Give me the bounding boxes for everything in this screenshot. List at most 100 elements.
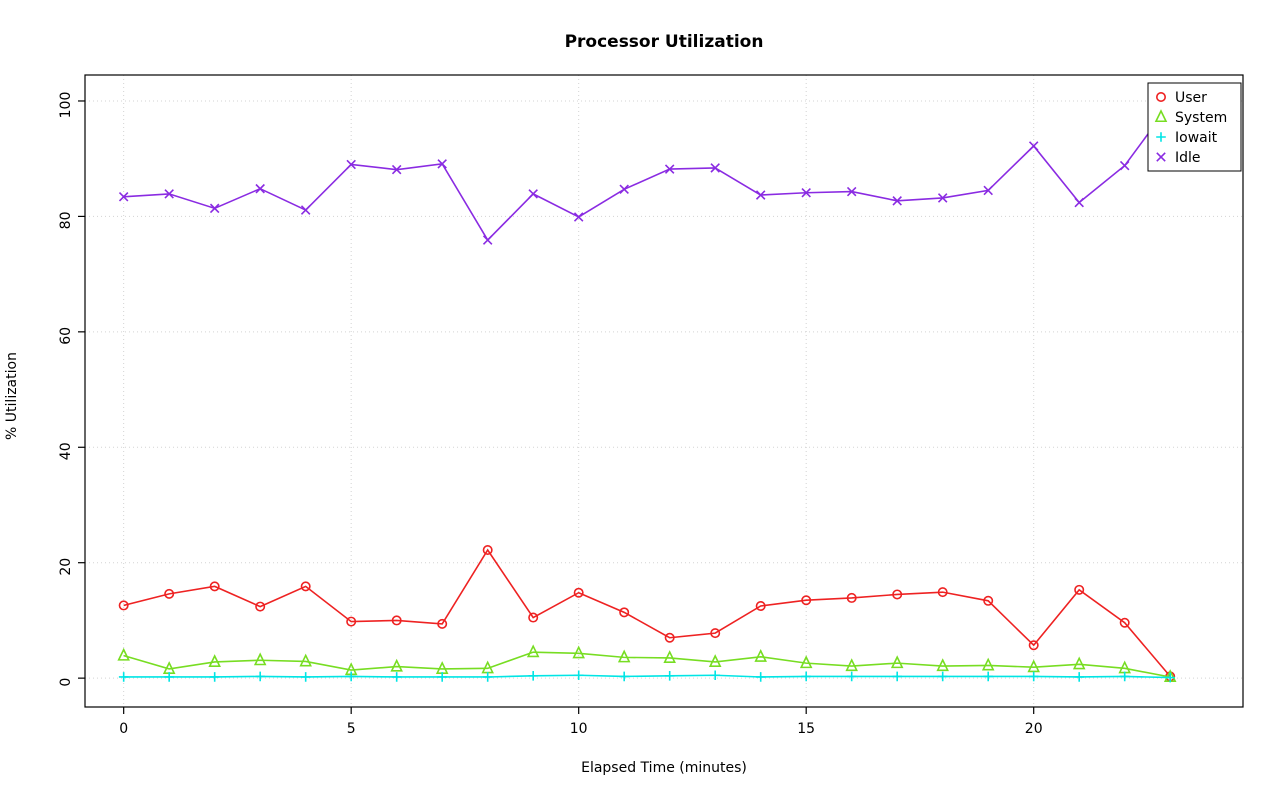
series-line bbox=[123, 651, 1171, 678]
data-point-marker bbox=[346, 671, 356, 682]
data-point-marker bbox=[573, 670, 584, 681]
data-point-marker bbox=[1028, 671, 1039, 682]
data-point-marker bbox=[255, 183, 265, 194]
data-point-marker bbox=[255, 601, 266, 612]
data-point-marker bbox=[755, 190, 766, 200]
data-point-marker bbox=[1165, 672, 1175, 683]
data-point-marker bbox=[892, 671, 902, 682]
data-point-marker bbox=[482, 672, 493, 682]
series-user bbox=[118, 545, 1176, 682]
data-point-marker bbox=[1028, 141, 1039, 151]
data-point-marker bbox=[437, 159, 447, 169]
data-point-marker bbox=[1074, 584, 1085, 595]
data-point-marker bbox=[164, 672, 174, 682]
x-tick-label: 0 bbox=[119, 721, 128, 737]
data-point-marker bbox=[1156, 152, 1166, 162]
y-tick-label: 0 bbox=[58, 678, 74, 687]
data-point-marker bbox=[846, 671, 857, 682]
data-point-marker bbox=[892, 589, 903, 600]
data-point-marker bbox=[1028, 640, 1039, 651]
data-point-marker bbox=[1074, 197, 1084, 208]
data-point-marker bbox=[890, 655, 904, 669]
axis-ticks: 0 5 10 15 20 0 20 40 60 80 100 bbox=[58, 92, 1043, 737]
data-point-marker bbox=[983, 595, 994, 606]
data-point-marker bbox=[846, 186, 857, 197]
data-point-marker bbox=[437, 672, 447, 682]
series-line bbox=[123, 674, 1171, 679]
data-point-marker bbox=[300, 672, 311, 682]
data-point-marker bbox=[937, 587, 948, 598]
data-point-marker bbox=[664, 164, 675, 174]
data-point-marker bbox=[755, 600, 766, 611]
data-point-marker bbox=[390, 658, 403, 672]
data-point-marker bbox=[391, 672, 402, 682]
data-point-marker bbox=[664, 632, 675, 643]
data-point-marker bbox=[1154, 109, 1168, 123]
data-point-marker bbox=[1027, 659, 1040, 673]
data-point-marker bbox=[1119, 617, 1130, 628]
data-point-marker bbox=[799, 655, 813, 669]
y-tick-label: 20 bbox=[58, 558, 74, 576]
y-tick-label: 80 bbox=[58, 211, 74, 229]
data-point-marker bbox=[118, 600, 129, 611]
data-point-marker bbox=[482, 545, 493, 556]
data-point-marker bbox=[664, 671, 675, 681]
y-axis-label: % Utilization bbox=[4, 352, 20, 440]
series-line bbox=[123, 103, 1171, 242]
data-point-marker bbox=[573, 212, 584, 222]
series-line bbox=[123, 548, 1171, 677]
data-point-marker bbox=[981, 657, 995, 671]
data-point-marker bbox=[845, 658, 858, 672]
legend: User System Iowait Idle bbox=[1147, 82, 1242, 172]
plot-border bbox=[84, 74, 1244, 708]
series-idle bbox=[118, 99, 1175, 245]
chart-title: Processor Utilization bbox=[565, 32, 764, 52]
data-point-marker bbox=[573, 587, 584, 598]
data-point-marker bbox=[1074, 672, 1084, 682]
series-iowait bbox=[118, 670, 1175, 683]
data-point-marker bbox=[572, 645, 585, 659]
data-point-marker bbox=[118, 672, 129, 682]
data-point-marker bbox=[708, 654, 722, 668]
plot-frame bbox=[84, 74, 1244, 708]
y-tick-label: 60 bbox=[58, 327, 74, 345]
x-tick-label: 20 bbox=[1025, 721, 1043, 737]
data-point-marker bbox=[482, 235, 493, 245]
data-point-marker bbox=[209, 672, 220, 682]
legend-box bbox=[1147, 82, 1242, 172]
data-point-marker bbox=[528, 189, 538, 199]
data-point-marker bbox=[300, 205, 311, 215]
data-point-marker bbox=[710, 628, 721, 639]
legend-label-iowait: Iowait bbox=[1175, 130, 1218, 146]
data-point-marker bbox=[209, 203, 220, 214]
x-tick-label: 15 bbox=[797, 721, 815, 737]
data-point-marker bbox=[801, 187, 811, 198]
data-point-marker bbox=[391, 164, 402, 175]
data-point-marker bbox=[1119, 671, 1130, 682]
data-point-marker bbox=[164, 189, 174, 199]
data-point-marker bbox=[710, 670, 720, 681]
legend-label-system: System bbox=[1175, 110, 1227, 126]
data-point-marker bbox=[255, 671, 265, 682]
data-point-marker bbox=[528, 612, 539, 623]
legend-label-user: User bbox=[1175, 90, 1207, 106]
data-point-marker bbox=[663, 650, 676, 663]
data-point-marker bbox=[1156, 92, 1167, 103]
data-point-marker bbox=[208, 654, 221, 668]
y-tick-label: 40 bbox=[58, 442, 74, 460]
data-point-marker bbox=[617, 649, 631, 663]
legend-label-idle: Idle bbox=[1175, 150, 1201, 166]
data-point-marker bbox=[117, 647, 130, 661]
data-point-marker bbox=[253, 652, 267, 666]
gridlines bbox=[85, 75, 1243, 707]
data-point-marker bbox=[1119, 160, 1130, 171]
data-point-marker bbox=[346, 616, 357, 627]
data-point-marker bbox=[983, 671, 993, 682]
data-point-marker bbox=[526, 644, 540, 658]
data-point-marker bbox=[936, 658, 949, 672]
data-point-marker bbox=[1072, 656, 1086, 670]
data-point-marker bbox=[528, 671, 538, 681]
data-point-marker bbox=[118, 192, 129, 202]
data-series bbox=[117, 99, 1177, 683]
